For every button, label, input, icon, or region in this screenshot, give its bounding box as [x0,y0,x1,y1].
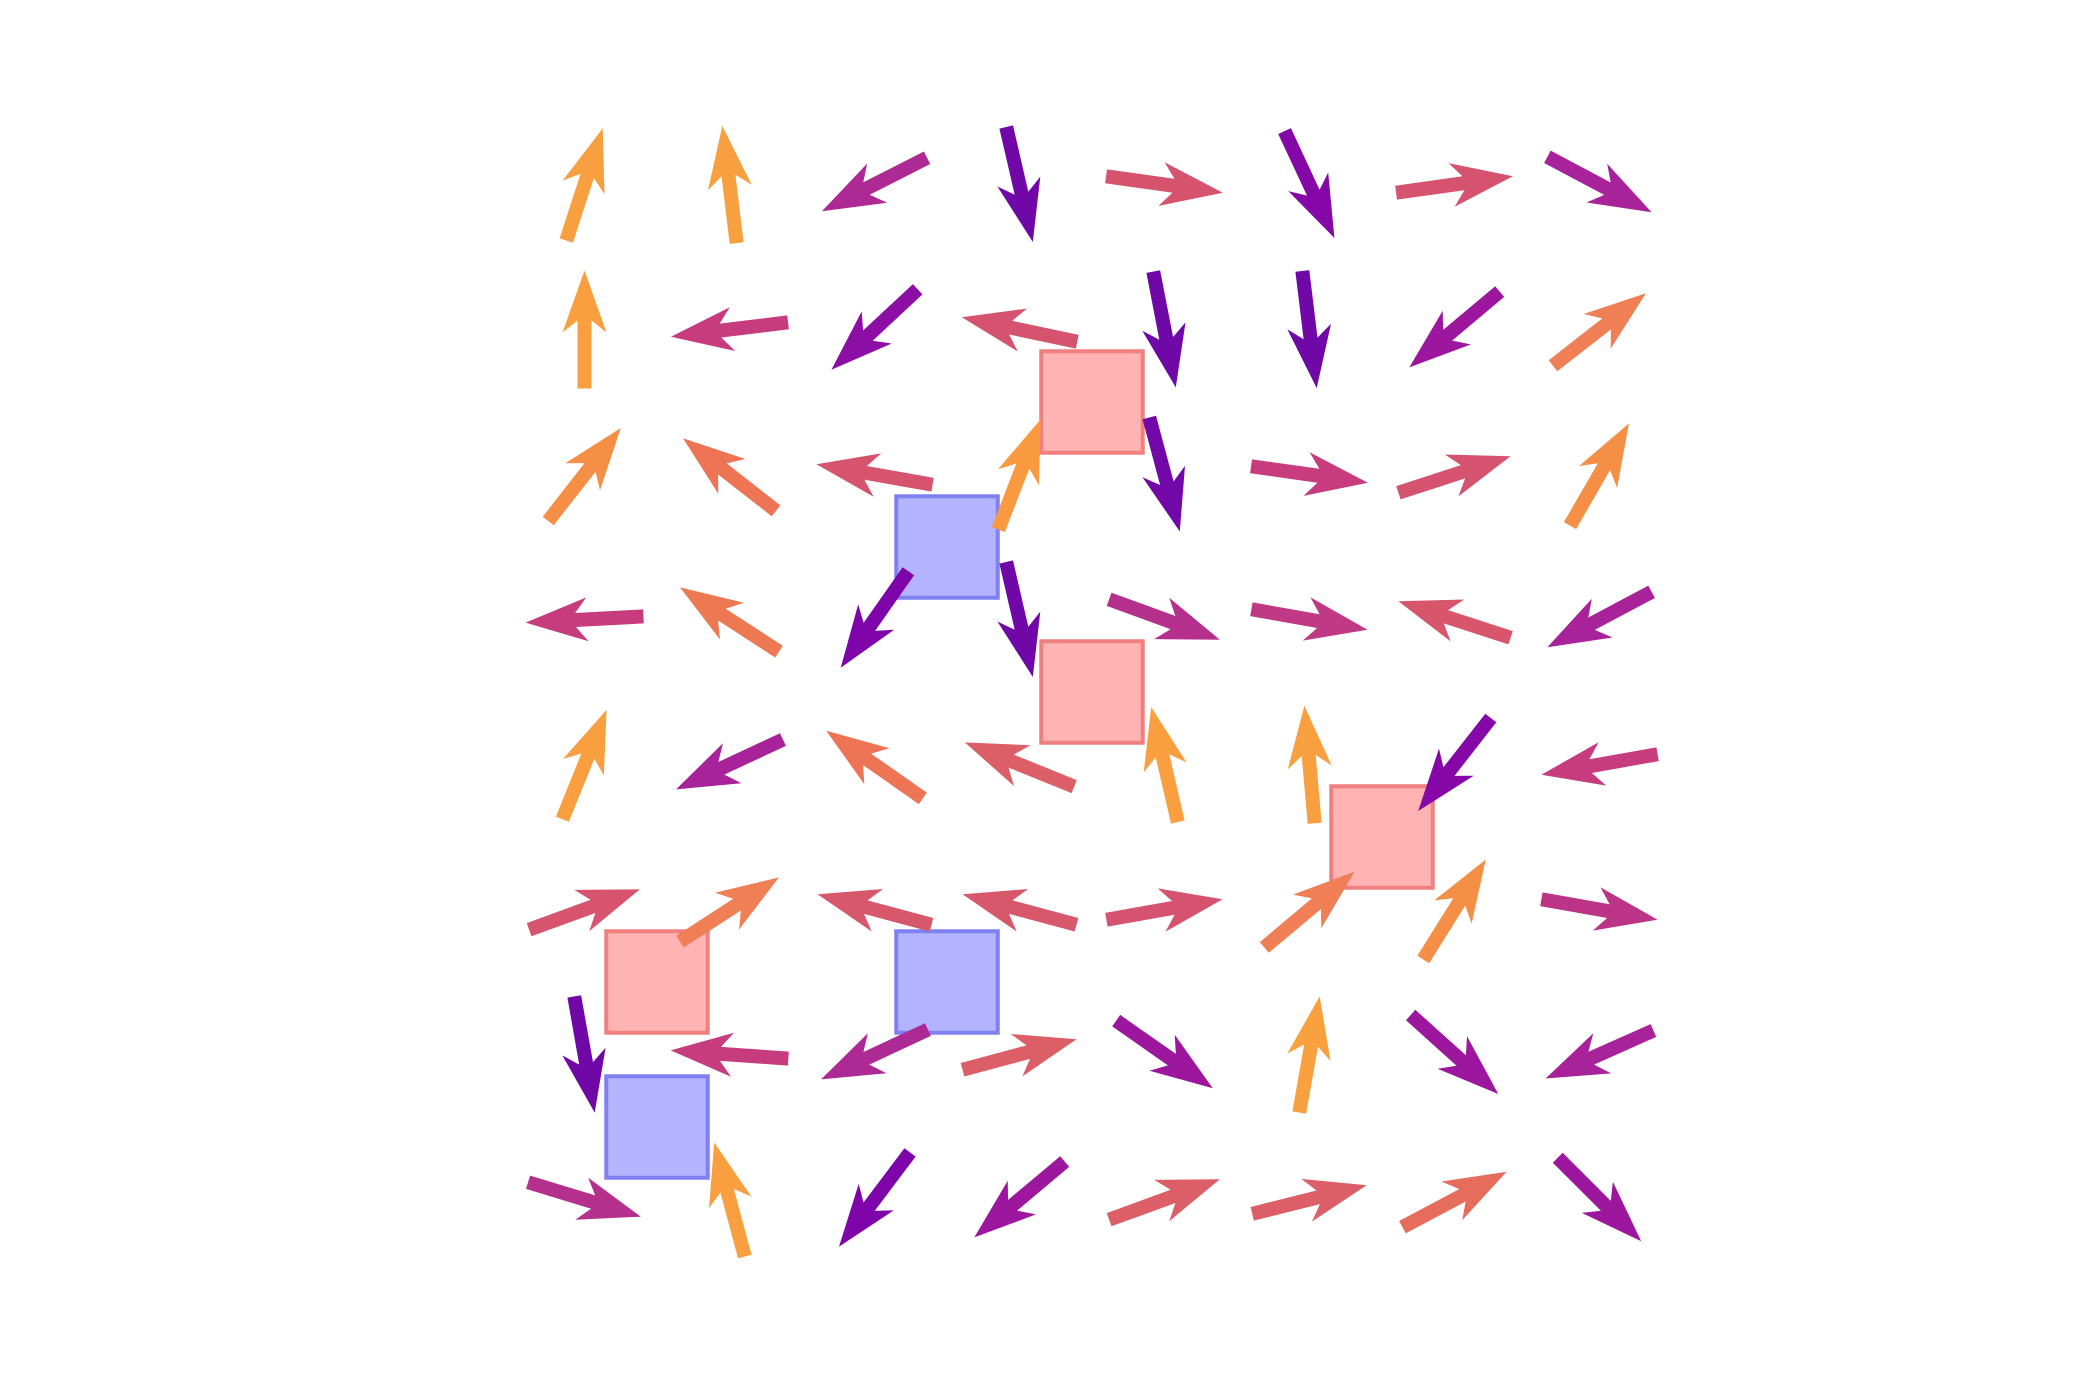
arrow-7-4 [1547,585,1655,648]
arrow-6-4 [1398,599,1513,645]
arrow-4-4 [1106,592,1220,640]
arrow-1-3 [676,733,786,790]
red-square-3 [1329,784,1435,890]
arrow-3-4 [997,560,1041,677]
arrow-5-1 [1287,996,1331,1114]
arrow-7-6 [1548,293,1646,372]
arrow-3-3 [964,742,1077,794]
arrow-1-0 [709,1142,752,1259]
arrow-2-3 [826,730,927,805]
arrow-6-2 [1417,859,1486,964]
arrow-7-1 [1545,1024,1657,1079]
arrow-4-3 [1143,707,1187,824]
arrow-3-5 [991,419,1041,533]
arrow-0-4 [525,597,644,642]
arrow-4-5 [1142,415,1185,532]
blue-square-6 [604,1074,710,1180]
red-square-0 [1039,349,1145,455]
arrow-1-4 [680,587,783,658]
arrow-7-0 [1552,1152,1642,1242]
red-square-4 [604,929,710,1035]
arrow-7-7 [1544,150,1652,213]
arrow-0-1 [562,995,606,1113]
arrow-0-2 [526,889,640,937]
squares-layer [604,349,1435,1180]
arrow-4-1 [1112,1014,1213,1089]
arrow-7-3 [1541,742,1659,786]
arrow-2-7 [821,151,931,212]
arrow-4-7 [1105,162,1223,206]
blue-square-1 [894,494,1000,600]
arrow-6-0 [1399,1171,1507,1234]
arrow-3-7 [997,125,1041,242]
arrow-1-7 [708,125,752,244]
arrow-3-2 [962,889,1079,932]
arrows-layer [525,125,1659,1259]
arrow-6-5 [1396,454,1511,500]
arrow-6-6 [1409,286,1505,368]
arrow-1-1 [670,1032,789,1077]
arrow-1-2 [676,877,779,948]
arrow-0-5 [542,428,621,526]
arrow-4-0 [1106,1179,1220,1227]
arrow-5-3 [1287,705,1332,824]
arrow-2-6 [831,284,923,370]
arrow-1-5 [683,438,781,517]
arrow-2-1 [821,1023,931,1080]
blue-square-5 [894,929,1000,1035]
arrow-2-4 [840,567,915,668]
arrow-3-1 [960,1034,1077,1077]
arrow-4-2 [1105,888,1223,932]
arrow-5-0 [1250,1178,1367,1222]
arrow-6-7 [1395,163,1513,207]
arrow-6-1 [1406,1009,1499,1094]
arrow-5-6 [1287,270,1331,389]
arrow-3-0 [974,1156,1070,1238]
arrow-5-4 [1250,597,1368,641]
arrow-6-3 [1418,713,1497,811]
arrow-2-5 [816,453,934,497]
arrow-0-0 [526,1175,641,1220]
arrow-7-5 [1563,423,1629,530]
arrow-5-5 [1250,452,1368,496]
arrow-3-6 [961,308,1079,352]
arrow-2-0 [839,1148,916,1247]
arrow-2-2 [817,889,934,932]
arrow-7-2 [1540,887,1658,931]
arrow-0-3 [555,709,607,822]
arrow-0-7 [559,128,605,243]
arrow-5-7 [1278,128,1335,238]
arrow-5-2 [1259,871,1355,953]
arrow-1-6 [670,307,789,351]
arrow-4-6 [1142,270,1186,388]
red-square-2 [1039,639,1145,745]
arrow-0-6 [562,270,607,389]
